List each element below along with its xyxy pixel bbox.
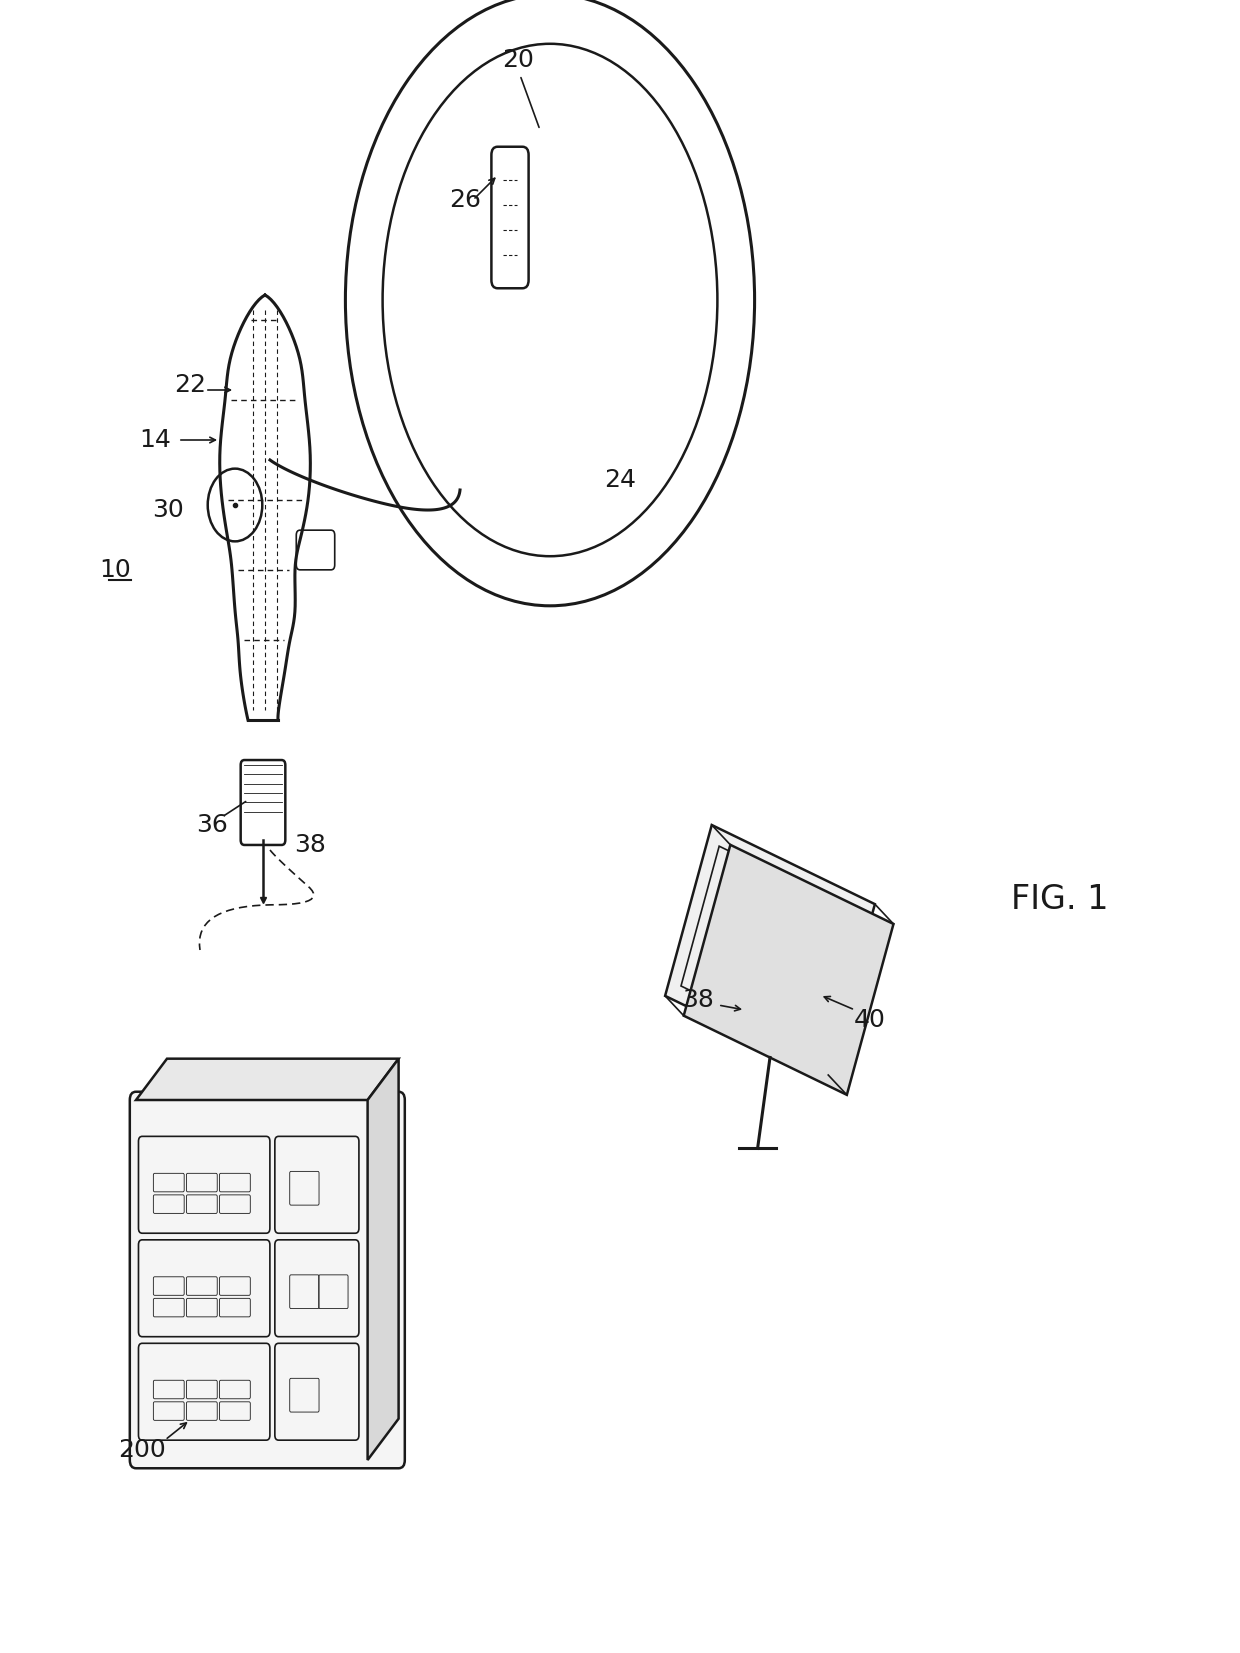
Text: FIG. 1: FIG. 1 (1012, 883, 1109, 916)
Text: 30: 30 (153, 498, 184, 522)
Text: 22: 22 (174, 374, 206, 397)
Text: 20: 20 (502, 48, 534, 73)
Text: 26: 26 (449, 188, 481, 212)
Text: 200: 200 (118, 1438, 166, 1461)
Text: 24: 24 (604, 468, 636, 493)
Text: 38: 38 (682, 988, 714, 1012)
Text: 40: 40 (854, 1008, 885, 1031)
Polygon shape (367, 1058, 398, 1460)
Polygon shape (136, 1058, 398, 1099)
Polygon shape (683, 845, 894, 1094)
Text: 14: 14 (139, 428, 171, 451)
Polygon shape (665, 825, 875, 1074)
Text: 38: 38 (294, 833, 326, 856)
Text: 10: 10 (99, 559, 131, 582)
Text: 36: 36 (196, 813, 228, 836)
FancyBboxPatch shape (130, 1091, 404, 1468)
